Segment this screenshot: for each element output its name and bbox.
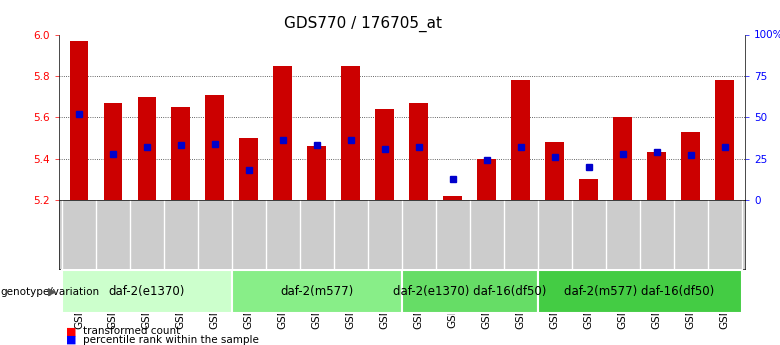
Bar bbox=[647, 152, 666, 200]
Bar bbox=[545, 142, 564, 200]
Text: transformed count: transformed count bbox=[83, 326, 181, 336]
Bar bbox=[104, 103, 122, 200]
Text: daf-2(m577): daf-2(m577) bbox=[280, 285, 353, 298]
Bar bbox=[172, 107, 190, 200]
Bar bbox=[137, 97, 156, 200]
Bar bbox=[205, 95, 224, 200]
Bar bbox=[402, 270, 537, 313]
Text: percentile rank within the sample: percentile rank within the sample bbox=[83, 335, 259, 345]
Bar bbox=[410, 103, 428, 200]
Bar bbox=[477, 159, 496, 200]
Text: ■: ■ bbox=[66, 335, 76, 345]
Bar bbox=[537, 270, 742, 313]
Text: GDS770 / 176705_at: GDS770 / 176705_at bbox=[284, 16, 441, 32]
Bar bbox=[307, 146, 326, 200]
Bar bbox=[715, 80, 734, 200]
Bar bbox=[69, 41, 88, 200]
Bar bbox=[580, 179, 598, 200]
Bar bbox=[681, 132, 700, 200]
Bar bbox=[239, 138, 258, 200]
Text: ▶: ▶ bbox=[48, 287, 57, 296]
Text: ■: ■ bbox=[66, 326, 76, 336]
Bar bbox=[274, 66, 292, 200]
Text: daf-2(e1370) daf-16(df50): daf-2(e1370) daf-16(df50) bbox=[393, 285, 546, 298]
Bar bbox=[613, 117, 632, 200]
Text: genotype/variation: genotype/variation bbox=[1, 287, 100, 296]
Bar bbox=[232, 270, 402, 313]
Bar bbox=[375, 109, 394, 200]
Bar bbox=[342, 66, 360, 200]
Bar bbox=[511, 80, 530, 200]
Text: daf-2(m577) daf-16(df50): daf-2(m577) daf-16(df50) bbox=[565, 285, 714, 298]
Text: daf-2(e1370): daf-2(e1370) bbox=[108, 285, 185, 298]
Bar bbox=[443, 196, 462, 200]
Bar bbox=[62, 270, 232, 313]
